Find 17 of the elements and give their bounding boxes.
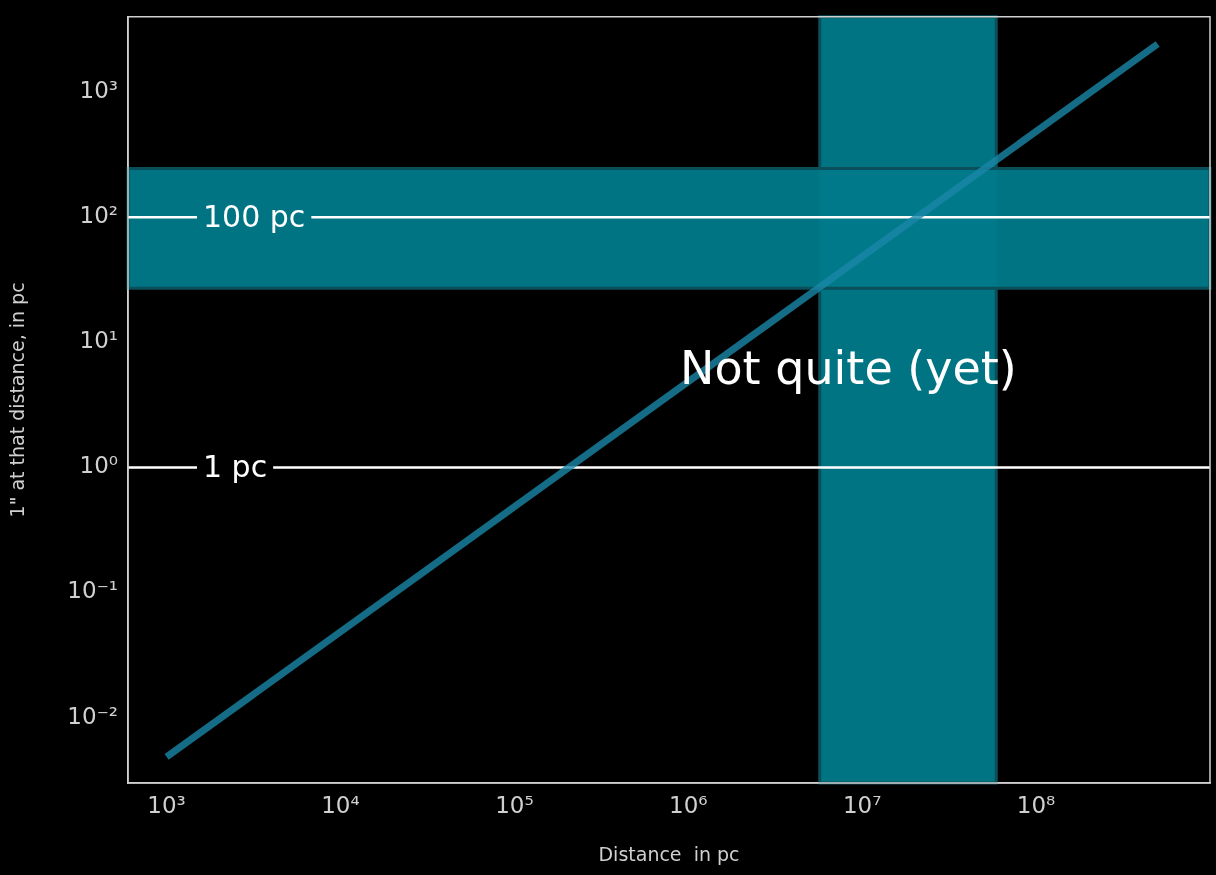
x-tick-label: 10³ xyxy=(147,791,186,818)
y-tick-label: 10² xyxy=(79,202,118,229)
ref-line-label: 100 pc xyxy=(203,199,306,235)
y-tick-label: 10⁻¹ xyxy=(67,577,118,604)
x-tick-label: 10⁴ xyxy=(321,791,360,818)
y-tick-label: 10⁰ xyxy=(79,452,118,479)
ref-line-label: 1 pc xyxy=(203,449,268,485)
annotation: Not quite (yet) xyxy=(680,340,1017,395)
x-tick-label: 10⁸ xyxy=(1016,791,1056,818)
y-tick-label: 10⁻² xyxy=(67,702,118,729)
y-tick-label: 10¹ xyxy=(79,327,118,354)
x-tick-label: 10⁵ xyxy=(495,791,534,818)
x-tick-label: 10⁷ xyxy=(842,791,882,818)
x-axis-title: Distance in pc xyxy=(598,842,740,865)
y-tick-label: 10³ xyxy=(79,77,118,104)
y-axis-title: 1" at that distance, in pc xyxy=(6,282,29,518)
x-tick-label: 10⁶ xyxy=(669,791,708,818)
